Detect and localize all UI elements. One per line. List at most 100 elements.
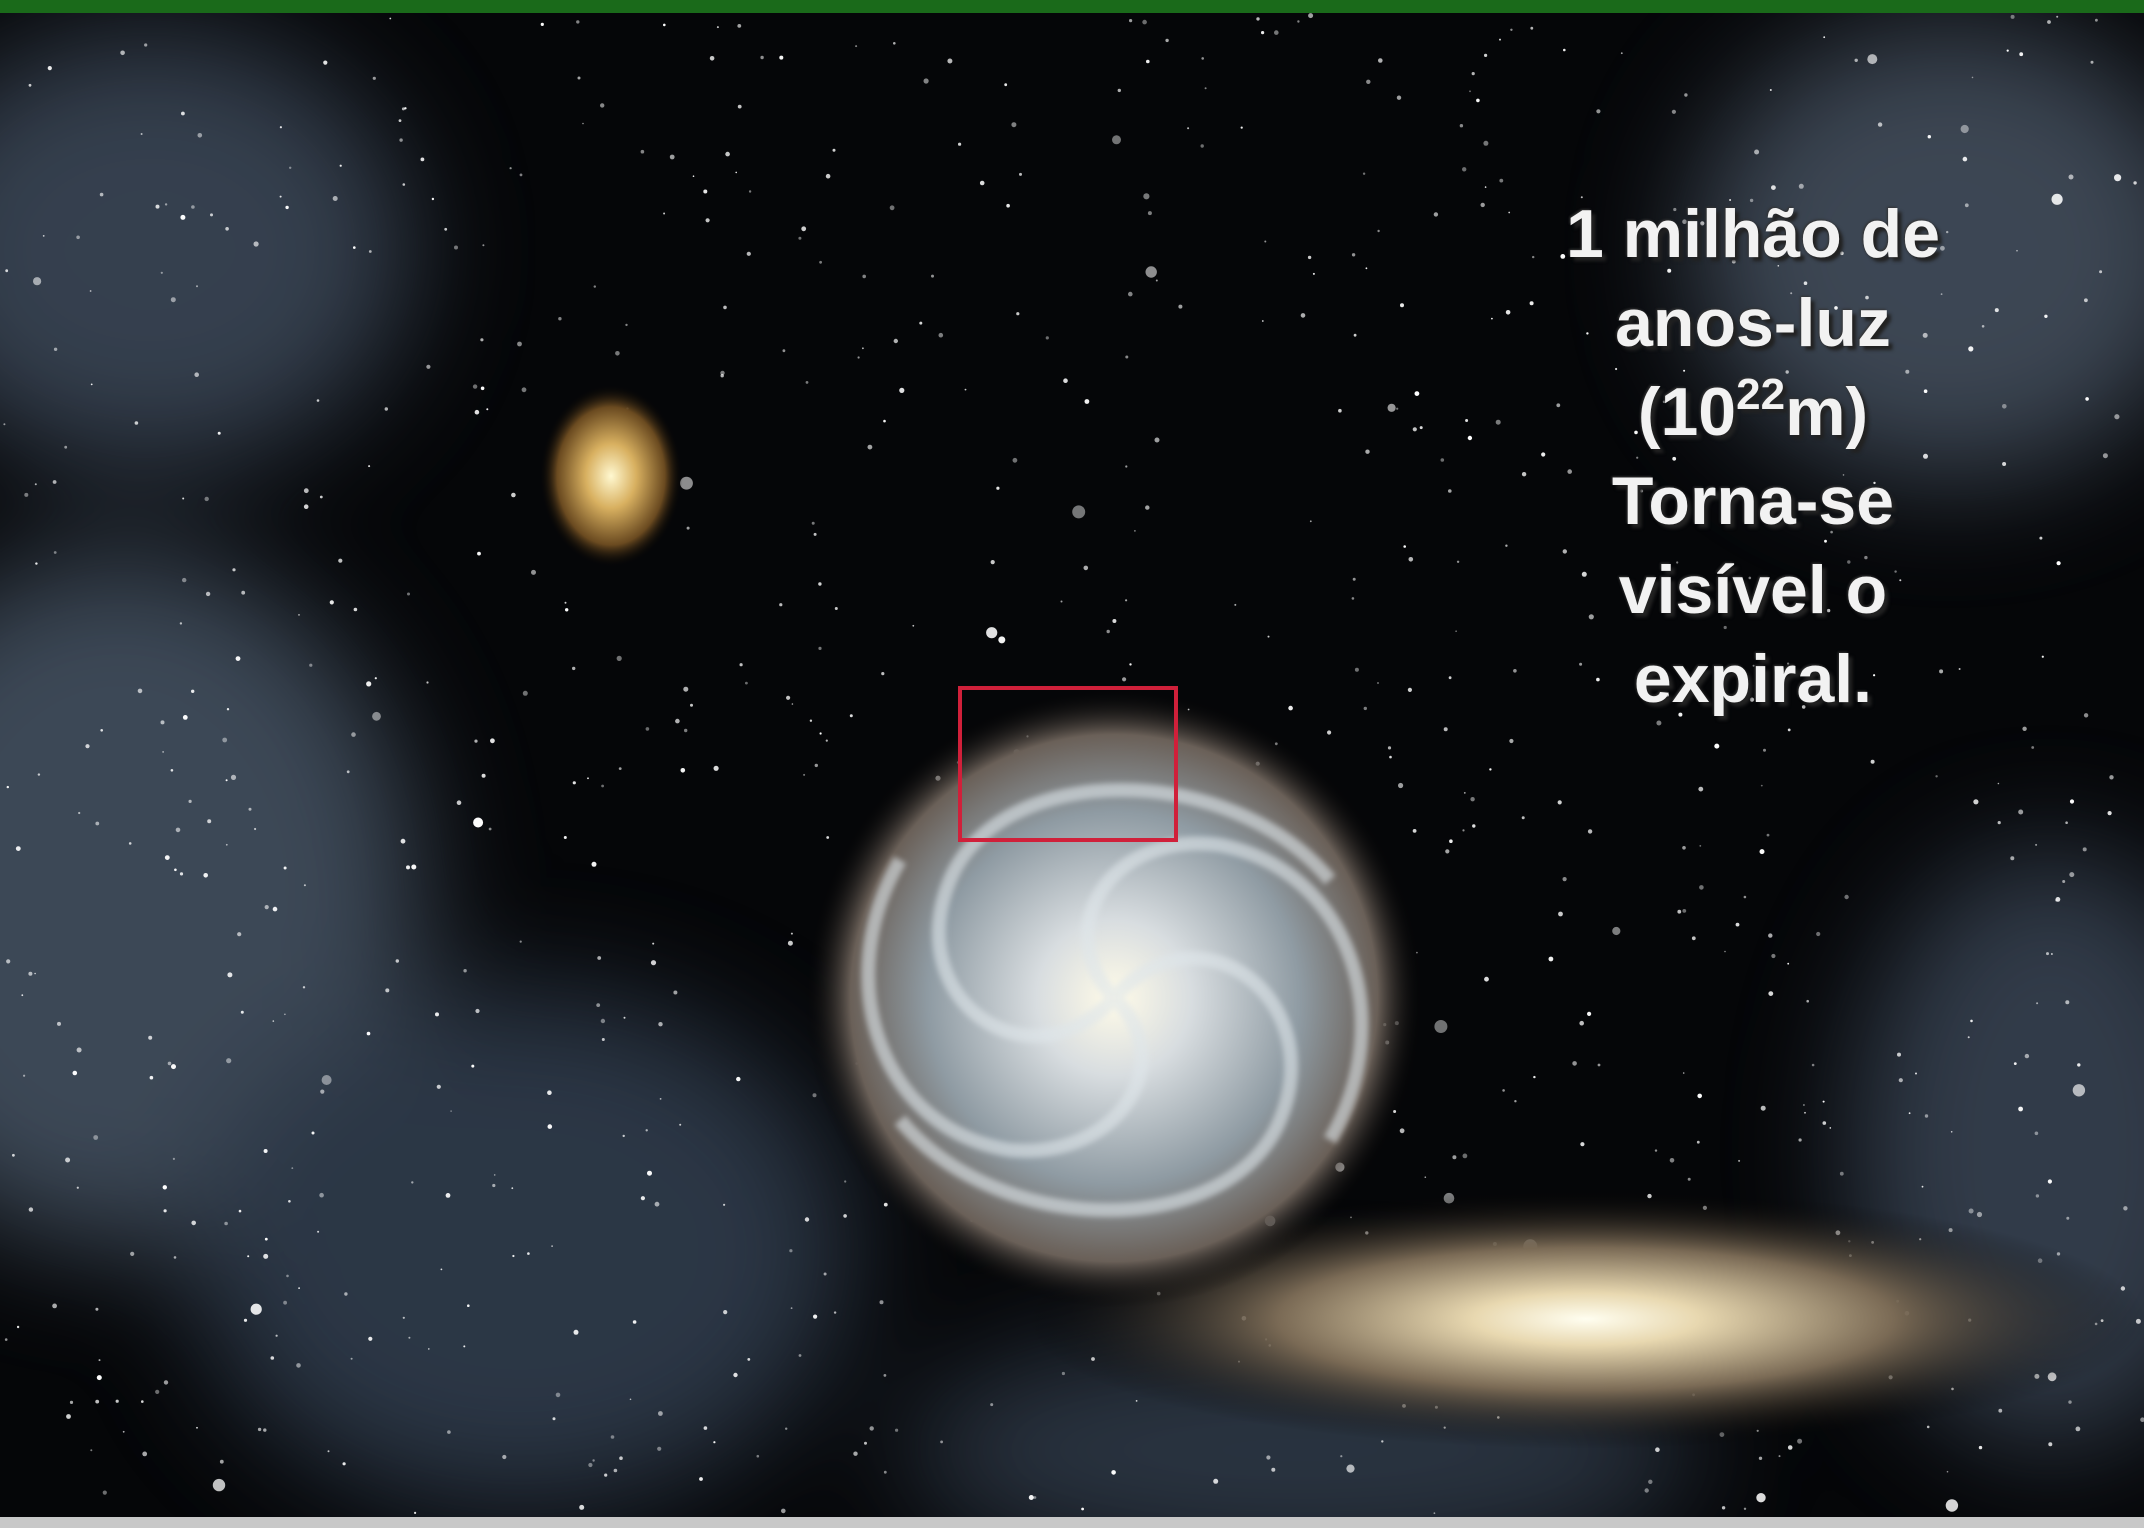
star	[490, 738, 495, 743]
star	[411, 1181, 413, 1183]
star	[396, 959, 399, 962]
star	[1148, 211, 1152, 215]
star	[812, 522, 815, 525]
star	[1472, 824, 1475, 827]
star	[868, 445, 873, 450]
star	[663, 24, 666, 27]
star	[604, 1474, 607, 1477]
star	[1756, 1493, 1765, 1502]
star	[735, 172, 737, 174]
star	[602, 1038, 605, 1041]
star	[1261, 31, 1264, 34]
star	[1145, 505, 1149, 509]
star	[368, 465, 370, 467]
star	[1470, 797, 1474, 801]
star	[939, 333, 944, 338]
star	[2051, 953, 2053, 955]
star	[884, 1471, 887, 1474]
star	[1867, 54, 1877, 64]
star	[1460, 124, 1463, 127]
star	[254, 241, 259, 246]
star	[786, 696, 790, 700]
star	[34, 973, 36, 975]
star	[414, 1512, 416, 1514]
star	[1788, 729, 1791, 732]
star	[810, 720, 812, 722]
star	[447, 1430, 451, 1434]
star	[17, 1326, 19, 1328]
star	[1855, 59, 1858, 62]
star	[444, 228, 447, 231]
star	[1143, 193, 1149, 199]
star	[227, 972, 232, 977]
star	[163, 1185, 167, 1189]
star	[791, 933, 793, 935]
star	[1125, 465, 1127, 467]
star	[1072, 505, 1085, 518]
star	[1499, 179, 1503, 183]
star	[1112, 135, 1121, 144]
star	[611, 1435, 615, 1439]
star	[881, 672, 884, 675]
star	[171, 297, 176, 302]
star	[1019, 173, 1022, 176]
star	[103, 1491, 107, 1495]
star	[340, 165, 342, 167]
star	[658, 1022, 662, 1026]
star	[385, 988, 389, 992]
star	[572, 667, 575, 670]
star	[475, 410, 480, 415]
star	[93, 1135, 98, 1140]
star	[717, 26, 719, 28]
star	[1111, 1470, 1116, 1475]
star	[1449, 839, 1453, 843]
star	[1598, 1064, 1601, 1067]
star	[1744, 896, 1747, 899]
star	[1823, 1101, 1825, 1103]
star	[565, 602, 567, 604]
top-bar	[0, 0, 2144, 13]
star	[354, 608, 358, 612]
star	[1549, 957, 1554, 962]
star	[1469, 90, 1471, 92]
star	[704, 1426, 708, 1430]
star	[475, 1009, 479, 1013]
star	[779, 603, 782, 606]
star	[1799, 1138, 1802, 1141]
star	[1484, 977, 1489, 982]
star	[980, 181, 985, 186]
star	[655, 1202, 660, 1207]
star	[226, 1058, 231, 1063]
star	[29, 84, 32, 87]
star	[198, 133, 203, 138]
star	[286, 1275, 289, 1278]
star	[2019, 52, 2023, 56]
star	[251, 1304, 262, 1315]
caption-line: Torna-se	[1443, 457, 2063, 546]
star	[291, 1167, 293, 1169]
star	[1398, 783, 1403, 788]
small-galaxy	[539, 384, 683, 568]
star	[1213, 1479, 1218, 1484]
star	[2056, 16, 2058, 18]
star	[309, 664, 312, 667]
star	[1760, 849, 1765, 854]
star	[1596, 109, 1600, 113]
star	[1688, 1178, 1691, 1181]
star	[1830, 1127, 1832, 1129]
star	[673, 991, 677, 995]
caption-line: visível o	[1443, 546, 2063, 635]
star	[547, 1090, 552, 1095]
star	[1951, 1131, 1953, 1133]
star	[991, 560, 995, 564]
star	[171, 1064, 176, 1069]
star	[693, 175, 695, 177]
star	[814, 533, 817, 536]
star	[2055, 899, 2058, 902]
star	[231, 775, 236, 780]
star	[663, 213, 665, 215]
star	[1377, 682, 1379, 684]
star	[284, 1014, 286, 1016]
star	[588, 1463, 592, 1467]
star	[924, 78, 929, 83]
